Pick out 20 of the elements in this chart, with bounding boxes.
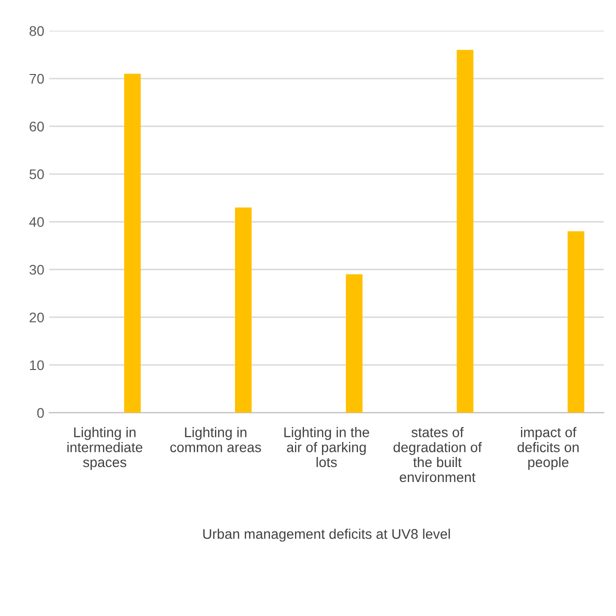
y-tick-label: 60: [30, 122, 44, 132]
y-tick-label: 80: [30, 26, 44, 36]
bar: [235, 207, 252, 413]
x-tick-label: Lighting in intermediate spaces: [67, 427, 142, 470]
x-tick-label: Lighting in common areas: [170, 427, 262, 452]
bar: [124, 74, 141, 413]
y-tick-label: 20: [30, 312, 44, 322]
y-tick-label: 30: [30, 264, 44, 275]
x-tick-label: Lighting in the air of parking lots: [284, 427, 370, 468]
bar: [456, 50, 474, 413]
y-tick-label: 50: [30, 169, 44, 180]
y-tick-label: 40: [29, 217, 44, 227]
y-tick-label: 0: [37, 408, 44, 418]
bar: [568, 231, 584, 413]
bar: [346, 274, 363, 413]
x-axis-title: Urban management deficits at UV8 level: [203, 528, 450, 542]
x-tick-label: states of degradation of the built environment: [394, 427, 482, 482]
y-tick-label: 10: [30, 360, 44, 370]
x-tick-label: impact of deficits on people: [518, 427, 579, 470]
y-tick-label: 70: [30, 74, 44, 84]
